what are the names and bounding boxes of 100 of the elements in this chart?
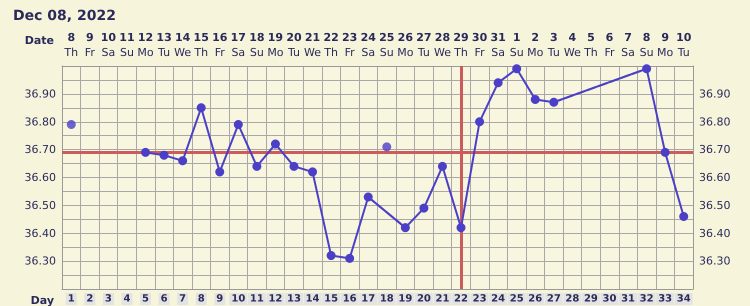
point [494, 78, 503, 88]
x2-tick-label: 1 Su [510, 31, 524, 59]
y2-tick-label: 36.90 [699, 87, 730, 100]
x-tick-label: 24 [491, 294, 506, 304]
x-tick-label: 29 [584, 294, 598, 304]
x2-tick-label: 10 Tu [676, 31, 692, 59]
y2-tick-label: 36.50 [699, 198, 730, 212]
x-tick-label: 27 [546, 294, 561, 304]
x2-tick-label: 7 Sa [621, 31, 635, 59]
x-tick-label: 5 [142, 294, 150, 304]
y-tick-label: 36.40 [24, 226, 56, 240]
x2-tick-label: 22 Th [323, 31, 339, 59]
x-tick-label: 15 [324, 294, 338, 304]
x-tick-label: 23 [472, 294, 487, 304]
x-tick-label: 28 [565, 294, 580, 304]
x2-tick-label: 31 Sa [490, 31, 506, 59]
x2-tick-label: 18 Su [249, 31, 265, 59]
x2-tick-label: 17 Sa [230, 31, 246, 59]
x2-tick-label: 8 Su [640, 31, 654, 59]
x2-tick-label: 5 Th [583, 31, 598, 59]
point [308, 167, 318, 176]
x-tick-label: 14 [306, 294, 320, 304]
point [530, 94, 540, 104]
x2-tick-label: 26 Mo [397, 31, 414, 59]
y2-tick-label: 36.60 [699, 171, 730, 184]
x2-tick-label: 9 Fr [84, 31, 96, 59]
x2-tick-label: 13 Tu [156, 31, 172, 59]
y2-tick-label: 36.30 [699, 254, 730, 268]
point [549, 98, 558, 107]
x2-tick-label: 15 Th [193, 31, 209, 59]
x2-tick-label: 9 Mo [657, 31, 674, 59]
point [475, 117, 484, 126]
point [400, 223, 410, 232]
x2-tick-label: 19 Mo [267, 31, 284, 59]
point [456, 223, 466, 232]
x-tick-label: 16 [342, 294, 357, 304]
y2-tick-label: 36.70 [699, 143, 730, 156]
x2-tick-label: 14 We [174, 31, 192, 59]
x2-tick-label: 27 Tu [416, 31, 432, 59]
x-tick-label: 33 [658, 294, 672, 304]
x-tick-label: 13 [287, 294, 301, 304]
point [66, 120, 76, 130]
x2-tick-label: 4 We [564, 31, 582, 59]
x-tick-label: 8 [198, 294, 205, 304]
x-tick-label: 22 [454, 294, 468, 304]
x-tick-label: 11 [250, 294, 264, 304]
x-tick-label: 17 [361, 294, 376, 304]
y-tick-label: 36.90 [24, 87, 56, 100]
point [642, 64, 652, 74]
x-tick-label: 7 [179, 294, 186, 304]
point [252, 162, 262, 171]
y-tick-label: 36.50 [24, 198, 56, 212]
x2-tick-label: 23 Fr [342, 31, 358, 59]
point [326, 251, 336, 260]
x-tick-label: 4 [123, 294, 130, 304]
x-tick-label: 3 [104, 294, 112, 304]
x-tick-label: 12 [268, 294, 282, 304]
x-tick-label: 30 [602, 294, 616, 304]
x-tick-label: 26 [528, 294, 542, 304]
x2-axis-title: Date [24, 34, 54, 47]
point [382, 142, 392, 152]
x2-tick-label: 20 Tu [286, 31, 302, 59]
x2-tick-label: 24 Sa [360, 31, 376, 59]
point [438, 162, 447, 171]
point [215, 167, 224, 176]
point [512, 64, 522, 74]
point [196, 103, 206, 112]
x2-tick-label: 11 Su [119, 31, 135, 59]
x-tick-label: 34 [676, 294, 691, 304]
y2-tick-label: 36.80 [699, 115, 730, 128]
x2-tick-label: 29 Th [453, 31, 469, 59]
point [364, 192, 373, 202]
y-tick-label: 36.30 [24, 254, 56, 268]
x2-tick-label: 8 Th [63, 31, 78, 59]
point [160, 150, 169, 160]
x2-tick-label: 30 Fr [472, 31, 488, 59]
y-tick-label: 36.70 [24, 143, 56, 156]
point [660, 148, 670, 157]
x-tick-label: 31 [621, 294, 636, 304]
point [345, 254, 354, 263]
x-axis-title: Day [30, 294, 54, 306]
y-tick-label: 36.80 [24, 115, 56, 128]
point [419, 204, 428, 213]
x2-tick-label: 16 Fr [212, 31, 228, 59]
x-tick-label: 6 [160, 294, 168, 304]
x2-tick-label: 10 Sa [100, 31, 116, 59]
x2-tick-label: 2 Mo [527, 31, 544, 59]
x-tick-label: 32 [640, 294, 654, 304]
x-tick-label: 18 [380, 294, 394, 304]
x2-tick-label: 6 Fr [604, 31, 615, 59]
x2-tick-label: 12 Mo [137, 31, 154, 59]
point [141, 148, 150, 157]
x-tick-label: 21 [435, 294, 450, 304]
chart-title: Dec 08, 2022 [13, 8, 116, 24]
x2-tick-label: 21 We [304, 31, 322, 59]
x2-tick-label: 28 We [434, 31, 452, 59]
x-tick-label: 1 [68, 294, 75, 304]
point [178, 156, 188, 166]
x2-tick-label: 3 Tu [546, 31, 560, 59]
x-tick-label: 10 [231, 294, 246, 304]
